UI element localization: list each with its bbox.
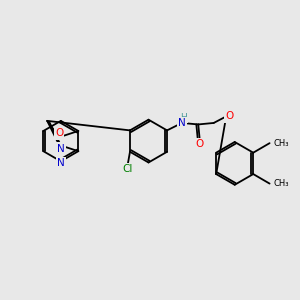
Text: N: N (178, 118, 186, 128)
Text: CH₃: CH₃ (274, 139, 289, 148)
Text: O: O (226, 111, 234, 122)
Text: CH₃: CH₃ (274, 179, 289, 188)
Text: N: N (57, 158, 65, 168)
Text: Cl: Cl (122, 164, 133, 174)
Text: N: N (57, 143, 64, 154)
Text: O: O (196, 140, 204, 149)
Text: H: H (180, 113, 187, 122)
Text: O: O (55, 128, 63, 138)
